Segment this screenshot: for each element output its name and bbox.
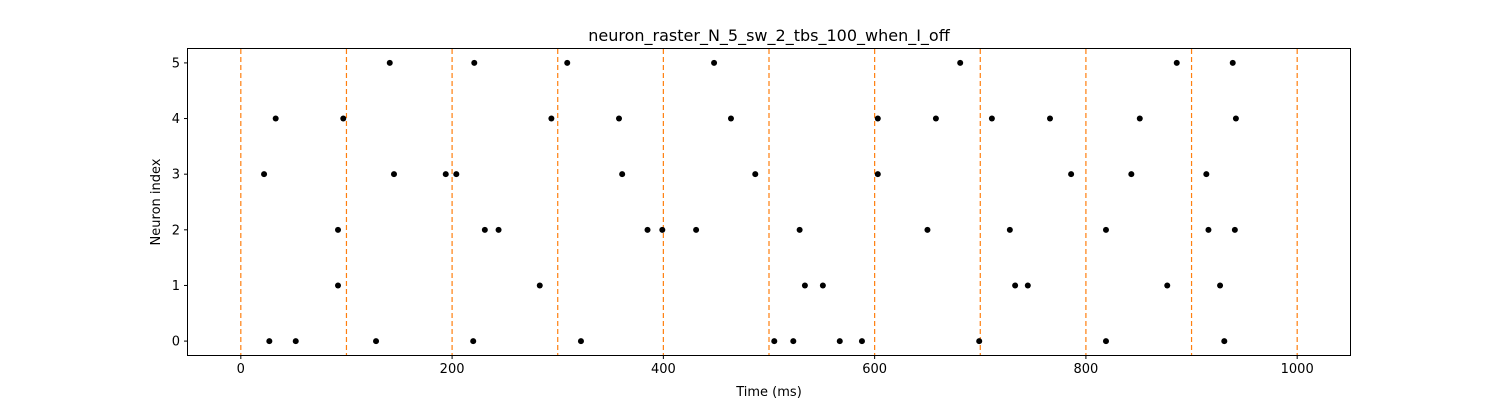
spike-point (1231, 226, 1238, 233)
plot-frame (187, 48, 1351, 356)
spike-point (471, 59, 478, 66)
spike-point (619, 171, 626, 178)
spike-point (644, 226, 651, 233)
spike-point (1203, 171, 1210, 178)
y-tick-label: 2 (172, 223, 180, 238)
y-tick-label: 0 (172, 335, 180, 350)
y-tick-label: 1 (172, 279, 180, 294)
spike-point (1068, 171, 1075, 178)
spike-point (771, 338, 778, 345)
spike-point (373, 338, 380, 345)
spike-point (711, 59, 718, 66)
spike-point (1217, 282, 1224, 289)
spike-point (801, 282, 808, 289)
spike-point (1046, 115, 1053, 122)
spike-point (858, 338, 865, 345)
spike-point (577, 338, 584, 345)
spike-point (1173, 59, 1180, 66)
time-bin-markers (240, 49, 1298, 355)
spike-point (1205, 226, 1212, 233)
spike-point (924, 226, 931, 233)
y-tick-label: 5 (172, 56, 180, 71)
spike-point (1221, 338, 1228, 345)
spike-point (1102, 338, 1109, 345)
spike-point (442, 171, 449, 178)
spike-point (548, 115, 555, 122)
x-tick-label: 1000 (1281, 362, 1314, 377)
spike-point (292, 338, 299, 345)
spike-point (386, 59, 393, 66)
spike-point (659, 226, 666, 233)
spike-point (727, 115, 734, 122)
spike-point (481, 226, 488, 233)
spike-point (1232, 115, 1239, 122)
spike-point (796, 226, 803, 233)
spike-point (790, 338, 797, 345)
spike-point (1229, 59, 1236, 66)
spike-point (874, 115, 881, 122)
chart-title: neuron_raster_N_5_sw_2_tbs_100_when_I_of… (588, 26, 950, 46)
spike-point (536, 282, 543, 289)
spike-point (266, 338, 273, 345)
spike-point (390, 171, 397, 178)
x-tick-label: 200 (440, 362, 465, 377)
x-tick-label: 800 (1073, 362, 1098, 377)
spike-point (1102, 226, 1109, 233)
spike-point (453, 171, 460, 178)
spike-point (752, 171, 759, 178)
spike-point (340, 115, 347, 122)
spike-point (1128, 171, 1135, 178)
x-tick-label: 400 (651, 362, 676, 377)
y-axis-label: Neuron index (149, 158, 164, 245)
spike-point (836, 338, 843, 345)
spike-point (335, 282, 342, 289)
y-tick-label: 4 (172, 112, 180, 127)
y-tick-label: 3 (172, 168, 180, 183)
x-tick-label: 0 (237, 362, 245, 377)
spike-point (957, 59, 964, 66)
spike-point (564, 59, 571, 66)
spike-point (261, 171, 268, 178)
spike-point (335, 226, 342, 233)
spike-points (261, 59, 1239, 345)
spike-point (272, 115, 279, 122)
spike-point (1136, 115, 1143, 122)
spike-point (615, 115, 622, 122)
spike-point (1024, 282, 1031, 289)
spike-point (1012, 282, 1019, 289)
spike-point (976, 338, 983, 345)
y-axis-ticks: 0 1 2 3 4 5 (172, 56, 188, 350)
spike-point (470, 338, 477, 345)
x-axis-label: Time (ms) (735, 385, 802, 400)
spike-point (1006, 226, 1013, 233)
spike-point (932, 115, 939, 122)
spike-point (693, 226, 700, 233)
spike-point (495, 226, 502, 233)
spike-point (819, 282, 826, 289)
x-axis-ticks: 0 200 400 600 800 1000 (237, 355, 1314, 377)
x-tick-label: 600 (862, 362, 887, 377)
spike-point (1164, 282, 1171, 289)
spike-point (988, 115, 995, 122)
spike-point (874, 171, 881, 178)
